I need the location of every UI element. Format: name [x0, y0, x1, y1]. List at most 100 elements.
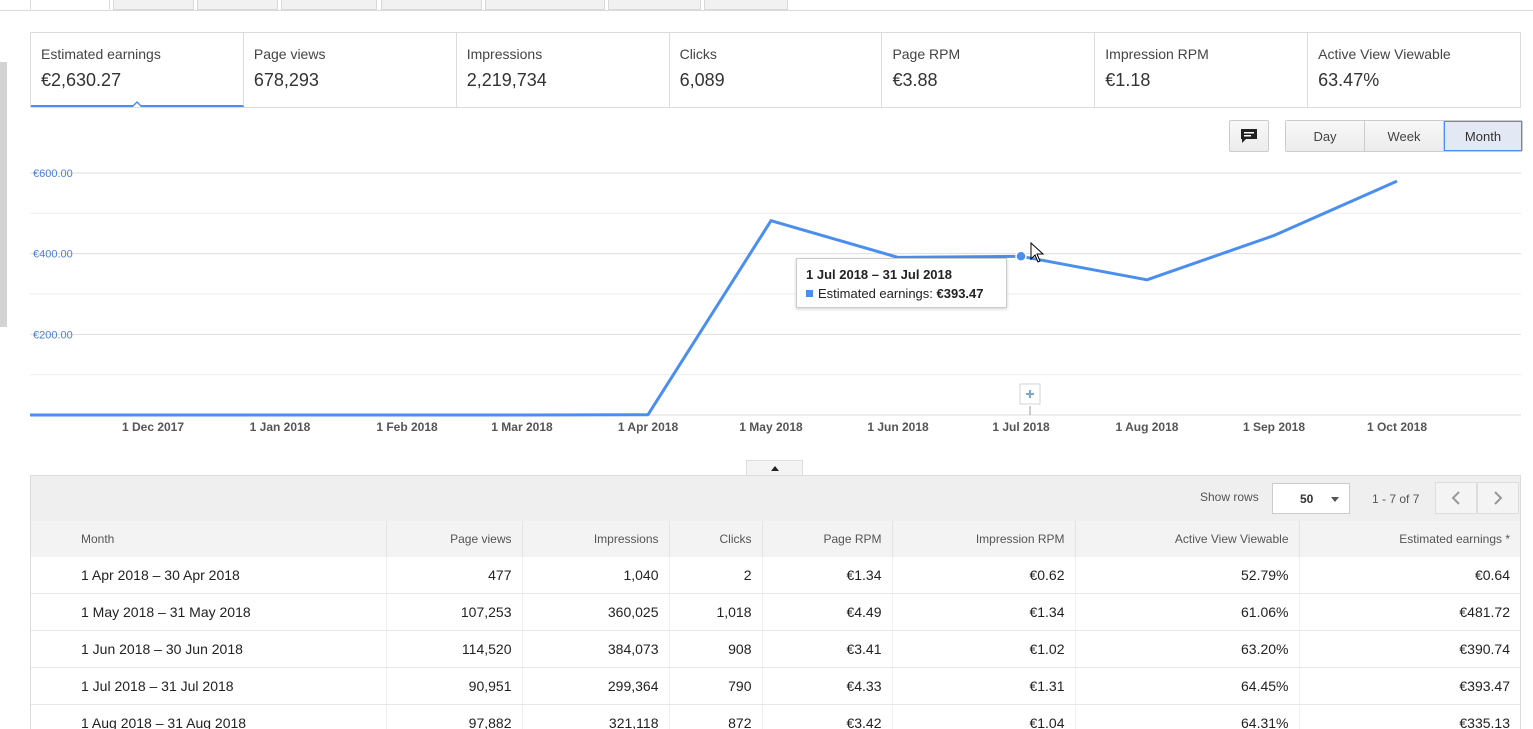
column-header-page-views[interactable]: Page views	[386, 521, 523, 557]
table-cell: 872	[669, 704, 763, 729]
data-point	[1015, 250, 1027, 263]
table-cell: €3.41	[762, 630, 893, 668]
table-cell: 2	[669, 557, 763, 594]
table-cell: 64.45%	[1075, 667, 1300, 705]
metric-label: Page RPM	[892, 46, 961, 62]
metric-impression-rpm[interactable]: Impression RPM €1.18	[1095, 33, 1309, 107]
left-scroll-strip[interactable]	[0, 62, 7, 327]
report-tab[interactable]	[113, 0, 194, 10]
chevron-left-icon	[1451, 491, 1460, 505]
table-cell: 790	[669, 667, 763, 705]
metric-label: Clicks	[679, 46, 717, 62]
annotations-button[interactable]	[1229, 120, 1269, 152]
table-cell: 360,025	[522, 593, 670, 631]
metric-label: Active View Viewable	[1318, 46, 1451, 62]
column-header-page-rpm[interactable]: Page RPM	[762, 521, 893, 557]
report-tab[interactable]	[704, 0, 788, 10]
column-header-impressions[interactable]: Impressions	[522, 521, 670, 557]
x-tick-label: 1 Apr 2018	[618, 420, 679, 434]
metric-clicks[interactable]: Clicks 6,089	[670, 33, 883, 107]
table-cell: 1 Apr 2018 – 30 Apr 2018	[31, 557, 387, 594]
metrics-scorecard: Estimated earnings €2,630.27 Page views …	[30, 32, 1521, 108]
chevron-right-icon	[1494, 491, 1503, 505]
pager-range: 1 - 7 of 7	[1372, 492, 1420, 506]
report-tab[interactable]	[30, 0, 110, 10]
table-cell: €0.62	[892, 557, 1076, 594]
table-cell: 107,253	[386, 593, 523, 631]
next-page-button[interactable]	[1477, 482, 1519, 514]
earnings-line-chart: €600.00 €400.00 €200.00 1 Dec 2017 1 Jan 201…	[30, 168, 1521, 434]
table-cell: 908	[669, 630, 763, 668]
month-button[interactable]: Month	[1444, 121, 1522, 151]
column-header-active-view-viewable[interactable]: Active View Viewable	[1075, 521, 1300, 557]
column-header-month[interactable]: Month	[31, 521, 387, 557]
tooltip-value: €393.47	[936, 286, 984, 301]
report-table-panel: Show rows 50 1 - 7 of 7 Month Page views…	[30, 475, 1521, 729]
report-tab[interactable]	[608, 0, 701, 10]
table-cell: 1,018	[669, 593, 763, 631]
show-rows-label: Show rows	[1200, 490, 1259, 504]
tooltip-label: Estimated earnings:	[818, 286, 937, 301]
x-tick-label: 1 May 2018	[739, 420, 803, 434]
table-cell: €393.47	[1299, 667, 1520, 705]
column-header-clicks[interactable]: Clicks	[669, 521, 763, 557]
column-header-impression-rpm[interactable]: Impression RPM	[892, 521, 1076, 557]
day-button[interactable]: Day	[1286, 121, 1365, 151]
mouse-cursor-icon	[1030, 241, 1045, 263]
week-button[interactable]: Week	[1365, 121, 1444, 151]
collapse-chart-toggle[interactable]	[746, 460, 803, 475]
report-tab[interactable]	[281, 0, 377, 10]
table-cell: 63.20%	[1075, 630, 1300, 668]
table-row: 1 Aug 2018 – 31 Aug 2018 97,882 321,118 872…	[31, 704, 1520, 729]
table-cell: €335.13	[1299, 704, 1520, 729]
table-cell: €1.04	[892, 704, 1076, 729]
dropdown-arrow-icon	[1331, 497, 1339, 502]
selected-caret-icon	[131, 101, 143, 107]
pager-bar: Show rows 50 1 - 7 of 7	[31, 476, 1520, 521]
x-tick-label: 1 Jun 2018	[867, 420, 929, 434]
metric-value: 63.47%	[1318, 70, 1380, 90]
x-tick-label: 1 Sep 2018	[1243, 420, 1305, 434]
metric-value: €2,630.27	[41, 70, 122, 90]
metric-label: Estimated earnings	[41, 46, 161, 62]
table-cell: €1.31	[892, 667, 1076, 705]
y-tick-label: €400.00	[33, 249, 73, 261]
metric-impressions[interactable]: Impressions 2,219,734	[457, 33, 670, 107]
metric-active-view-viewable[interactable]: Active View Viewable 63.47%	[1308, 33, 1520, 107]
table-cell: 477	[386, 557, 523, 594]
table-row: 1 Jun 2018 – 30 Jun 2018 114,520 384,073 90…	[31, 630, 1520, 668]
prev-page-button[interactable]	[1435, 482, 1477, 514]
rows-per-page-select[interactable]: 50	[1272, 483, 1350, 514]
table-cell: €1.34	[892, 593, 1076, 631]
report-tab[interactable]	[381, 0, 482, 10]
metric-label: Impression RPM	[1105, 46, 1209, 62]
metric-value: 6,089	[679, 70, 725, 90]
metric-page-rpm[interactable]: Page RPM €3.88	[882, 33, 1096, 107]
x-tick-label: 1 Jan 2018	[250, 420, 311, 434]
table-cell: 384,073	[522, 630, 670, 668]
metric-label: Impressions	[466, 46, 543, 62]
metric-page-views[interactable]: Page views 678,293	[244, 33, 457, 107]
rows-value: 50	[1300, 492, 1314, 506]
chart-tooltip: 1 Jul 2018 – 31 Jul 2018 Estimated earni…	[796, 258, 1007, 308]
report-tab[interactable]	[485, 0, 605, 10]
table-cell: 64.31%	[1075, 704, 1300, 729]
x-tick-label: 1 Dec 2017	[122, 420, 184, 434]
metric-value: €3.88	[892, 70, 938, 90]
y-tick-label: €600.00	[33, 168, 73, 180]
report-tab[interactable]	[197, 0, 278, 10]
tooltip-title: 1 Jul 2018 – 31 Jul 2018	[806, 267, 952, 282]
table-cell: €0.64	[1299, 557, 1520, 594]
table-cell: 1 Jul 2018 – 31 Jul 2018	[31, 667, 387, 705]
table-cell: €390.74	[1299, 630, 1520, 668]
column-header-estimated-earnings[interactable]: Estimated earnings *	[1299, 521, 1520, 557]
report-tabs-strip	[0, 0, 1533, 11]
table-cell: 299,364	[522, 667, 670, 705]
table-cell: 1 May 2018 – 31 May 2018	[31, 593, 387, 631]
plus-icon	[1026, 390, 1034, 398]
series-swatch	[806, 290, 813, 297]
table-cell: €3.42	[762, 704, 893, 729]
table-cell: €481.72	[1299, 593, 1520, 631]
table-cell: 97,882	[386, 704, 523, 729]
metric-estimated-earnings[interactable]: Estimated earnings €2,630.27	[31, 33, 244, 107]
